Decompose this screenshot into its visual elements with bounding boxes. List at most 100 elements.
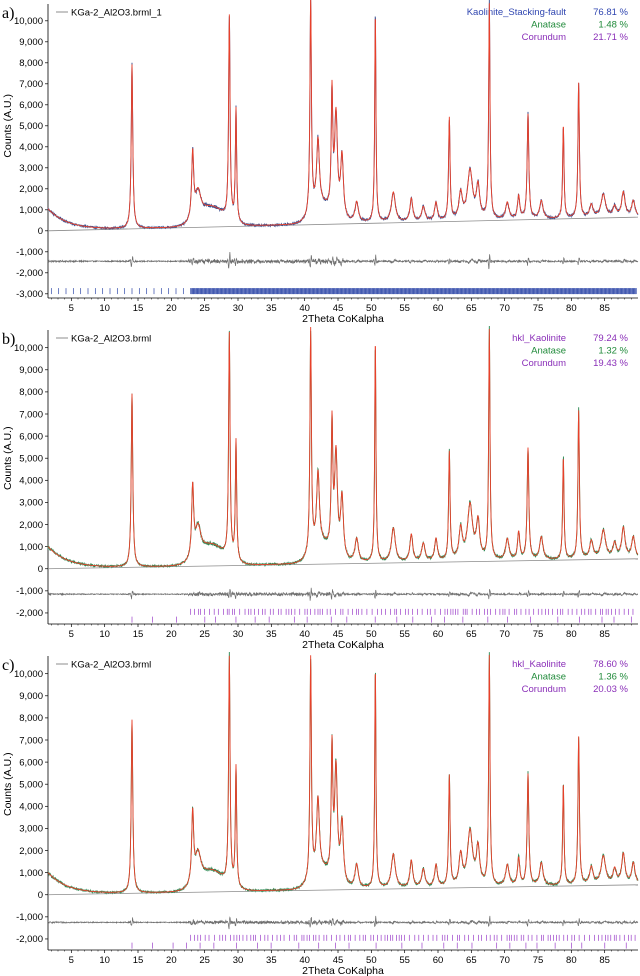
x-tick-label: 85 xyxy=(599,629,610,640)
reflection-markers-row xyxy=(131,616,632,623)
y-tick-label: -1,000 xyxy=(16,247,43,258)
y-tick-label: 8,000 xyxy=(19,387,43,398)
y-tick-label: 1,000 xyxy=(19,542,43,553)
x-tick-label: 10 xyxy=(99,955,110,966)
y-tick-label: 4,000 xyxy=(19,142,43,153)
y-tick-label: 7,000 xyxy=(19,409,43,420)
x-tick-label: 80 xyxy=(566,303,577,314)
x-tick-label: 55 xyxy=(399,955,410,966)
phase-name: Kaolinite_Stacking-fault xyxy=(467,7,567,18)
x-tick-label: 25 xyxy=(199,303,210,314)
y-tick-label: 7,000 xyxy=(19,735,43,746)
x-tick-label: 35 xyxy=(266,629,277,640)
x-tick-label: 40 xyxy=(299,955,310,966)
y-tick-label: -2,000 xyxy=(16,934,43,945)
panel-letter: a) xyxy=(2,5,14,22)
y-tick-label: -1,000 xyxy=(16,586,43,597)
x-tick-label: 55 xyxy=(399,629,410,640)
calculated-pattern xyxy=(47,0,639,229)
difference-curve xyxy=(47,252,639,270)
x-tick-label: 45 xyxy=(333,955,344,966)
y-tick-label: -2,000 xyxy=(16,608,43,619)
y-axis-title: Counts (A.U.) xyxy=(2,752,14,816)
calculated-pattern xyxy=(47,654,639,893)
x-tick-label: 55 xyxy=(399,303,410,314)
x-axis-title: 2Theta CoKalpha xyxy=(302,639,384,650)
x-tick-label: 35 xyxy=(266,955,277,966)
panel-c: 10,000 9,000 8,000 7,000 6,000 5,000 4,000 3,00… xyxy=(2,652,639,976)
phase-name: hkl_Kaolinite xyxy=(512,659,566,670)
x-tick-label: 25 xyxy=(199,629,210,640)
phase-name: Corundum xyxy=(522,684,566,695)
x-tick-label: 75 xyxy=(533,303,544,314)
y-tick-label: 4,000 xyxy=(19,802,43,813)
x-tick-label: 15 xyxy=(133,629,144,640)
y-tick-label: 5,000 xyxy=(19,454,43,465)
x-tick-label: 65 xyxy=(466,629,477,640)
x-tick-label: 35 xyxy=(266,303,277,314)
y-tick-label: 8,000 xyxy=(19,58,43,69)
y-tick-label: 4,000 xyxy=(19,476,43,487)
phase-percent: 76.81 % xyxy=(593,7,628,18)
x-tick-label: 5 xyxy=(69,629,74,640)
x-tick-label: 15 xyxy=(133,303,144,314)
x-tick-label: 25 xyxy=(199,955,210,966)
y-tick-label: 10,000 xyxy=(14,16,43,27)
reflection-markers-row xyxy=(190,934,636,941)
y-tick-label: 1,000 xyxy=(19,205,43,216)
y-tick-label: 2,000 xyxy=(19,520,43,531)
x-tick-label: 10 xyxy=(99,629,110,640)
phase-name: Corundum xyxy=(522,32,566,43)
y-axis-title: Counts (A.U.) xyxy=(2,94,14,158)
x-tick-label: 45 xyxy=(333,629,344,640)
y-tick-label: 3,000 xyxy=(19,824,43,835)
y-tick-label: 0 xyxy=(38,226,43,237)
x-tick-label: 75 xyxy=(533,629,544,640)
phase-percent: 78.60 % xyxy=(593,659,628,670)
phase-percent: 20.03 % xyxy=(593,684,628,695)
phase-name: Anatase xyxy=(531,672,566,683)
difference-curve xyxy=(47,915,639,930)
phase-percent: 1.36 % xyxy=(598,672,628,683)
x-tick-label: 45 xyxy=(333,303,344,314)
reflection-markers-row xyxy=(131,942,627,949)
y-tick-label: 6,000 xyxy=(19,757,43,768)
phase-name: Anatase xyxy=(531,20,566,31)
phase-percent: 19.43 % xyxy=(593,358,628,369)
x-tick-label: 80 xyxy=(566,955,577,966)
x-tick-label: 20 xyxy=(166,955,177,966)
phase-name: hkl_Kaolinite xyxy=(512,333,566,344)
x-tick-label: 20 xyxy=(166,303,177,314)
x-tick-label: 80 xyxy=(566,629,577,640)
phase-name: Corundum xyxy=(522,358,566,369)
reflection-markers-row xyxy=(190,608,634,615)
x-tick-label: 65 xyxy=(466,955,477,966)
x-tick-label: 30 xyxy=(233,629,244,640)
phase-percent: 1.48 % xyxy=(598,20,628,31)
panel-a: 10,000 9,000 8,000 7,000 6,000 5,000 4,000 3,00… xyxy=(2,0,639,324)
phase-percent: 79.24 % xyxy=(593,333,628,344)
x-tick-label: 75 xyxy=(533,955,544,966)
y-tick-label: 9,000 xyxy=(19,691,43,702)
y-tick-label: -2,000 xyxy=(16,268,43,279)
phase-percent: 21.71 % xyxy=(593,32,628,43)
x-tick-label: 60 xyxy=(433,955,444,966)
file-legend-label: KGa-2_Al2O3.brml xyxy=(71,334,151,345)
y-tick-label: 6,000 xyxy=(19,431,43,442)
y-tick-label: 3,000 xyxy=(19,163,43,174)
x-tick-label: 10 xyxy=(99,303,110,314)
difference-curve xyxy=(47,587,638,601)
x-tick-label: 20 xyxy=(166,629,177,640)
y-tick-label: 5,000 xyxy=(19,780,43,791)
x-tick-label: 50 xyxy=(366,955,377,966)
x-tick-label: 40 xyxy=(299,303,310,314)
x-tick-label: 15 xyxy=(133,955,144,966)
panel-letter: c) xyxy=(2,657,14,674)
x-tick-label: 70 xyxy=(499,955,510,966)
y-axis-title: Counts (A.U.) xyxy=(2,426,14,490)
x-tick-label: 65 xyxy=(466,303,477,314)
file-legend-label: KGa-2_Al2O3.brml_1 xyxy=(71,8,162,19)
y-tick-label: 10,000 xyxy=(14,669,43,680)
y-tick-label: 3,000 xyxy=(19,498,43,509)
phase-percent: 1.32 % xyxy=(598,346,628,357)
